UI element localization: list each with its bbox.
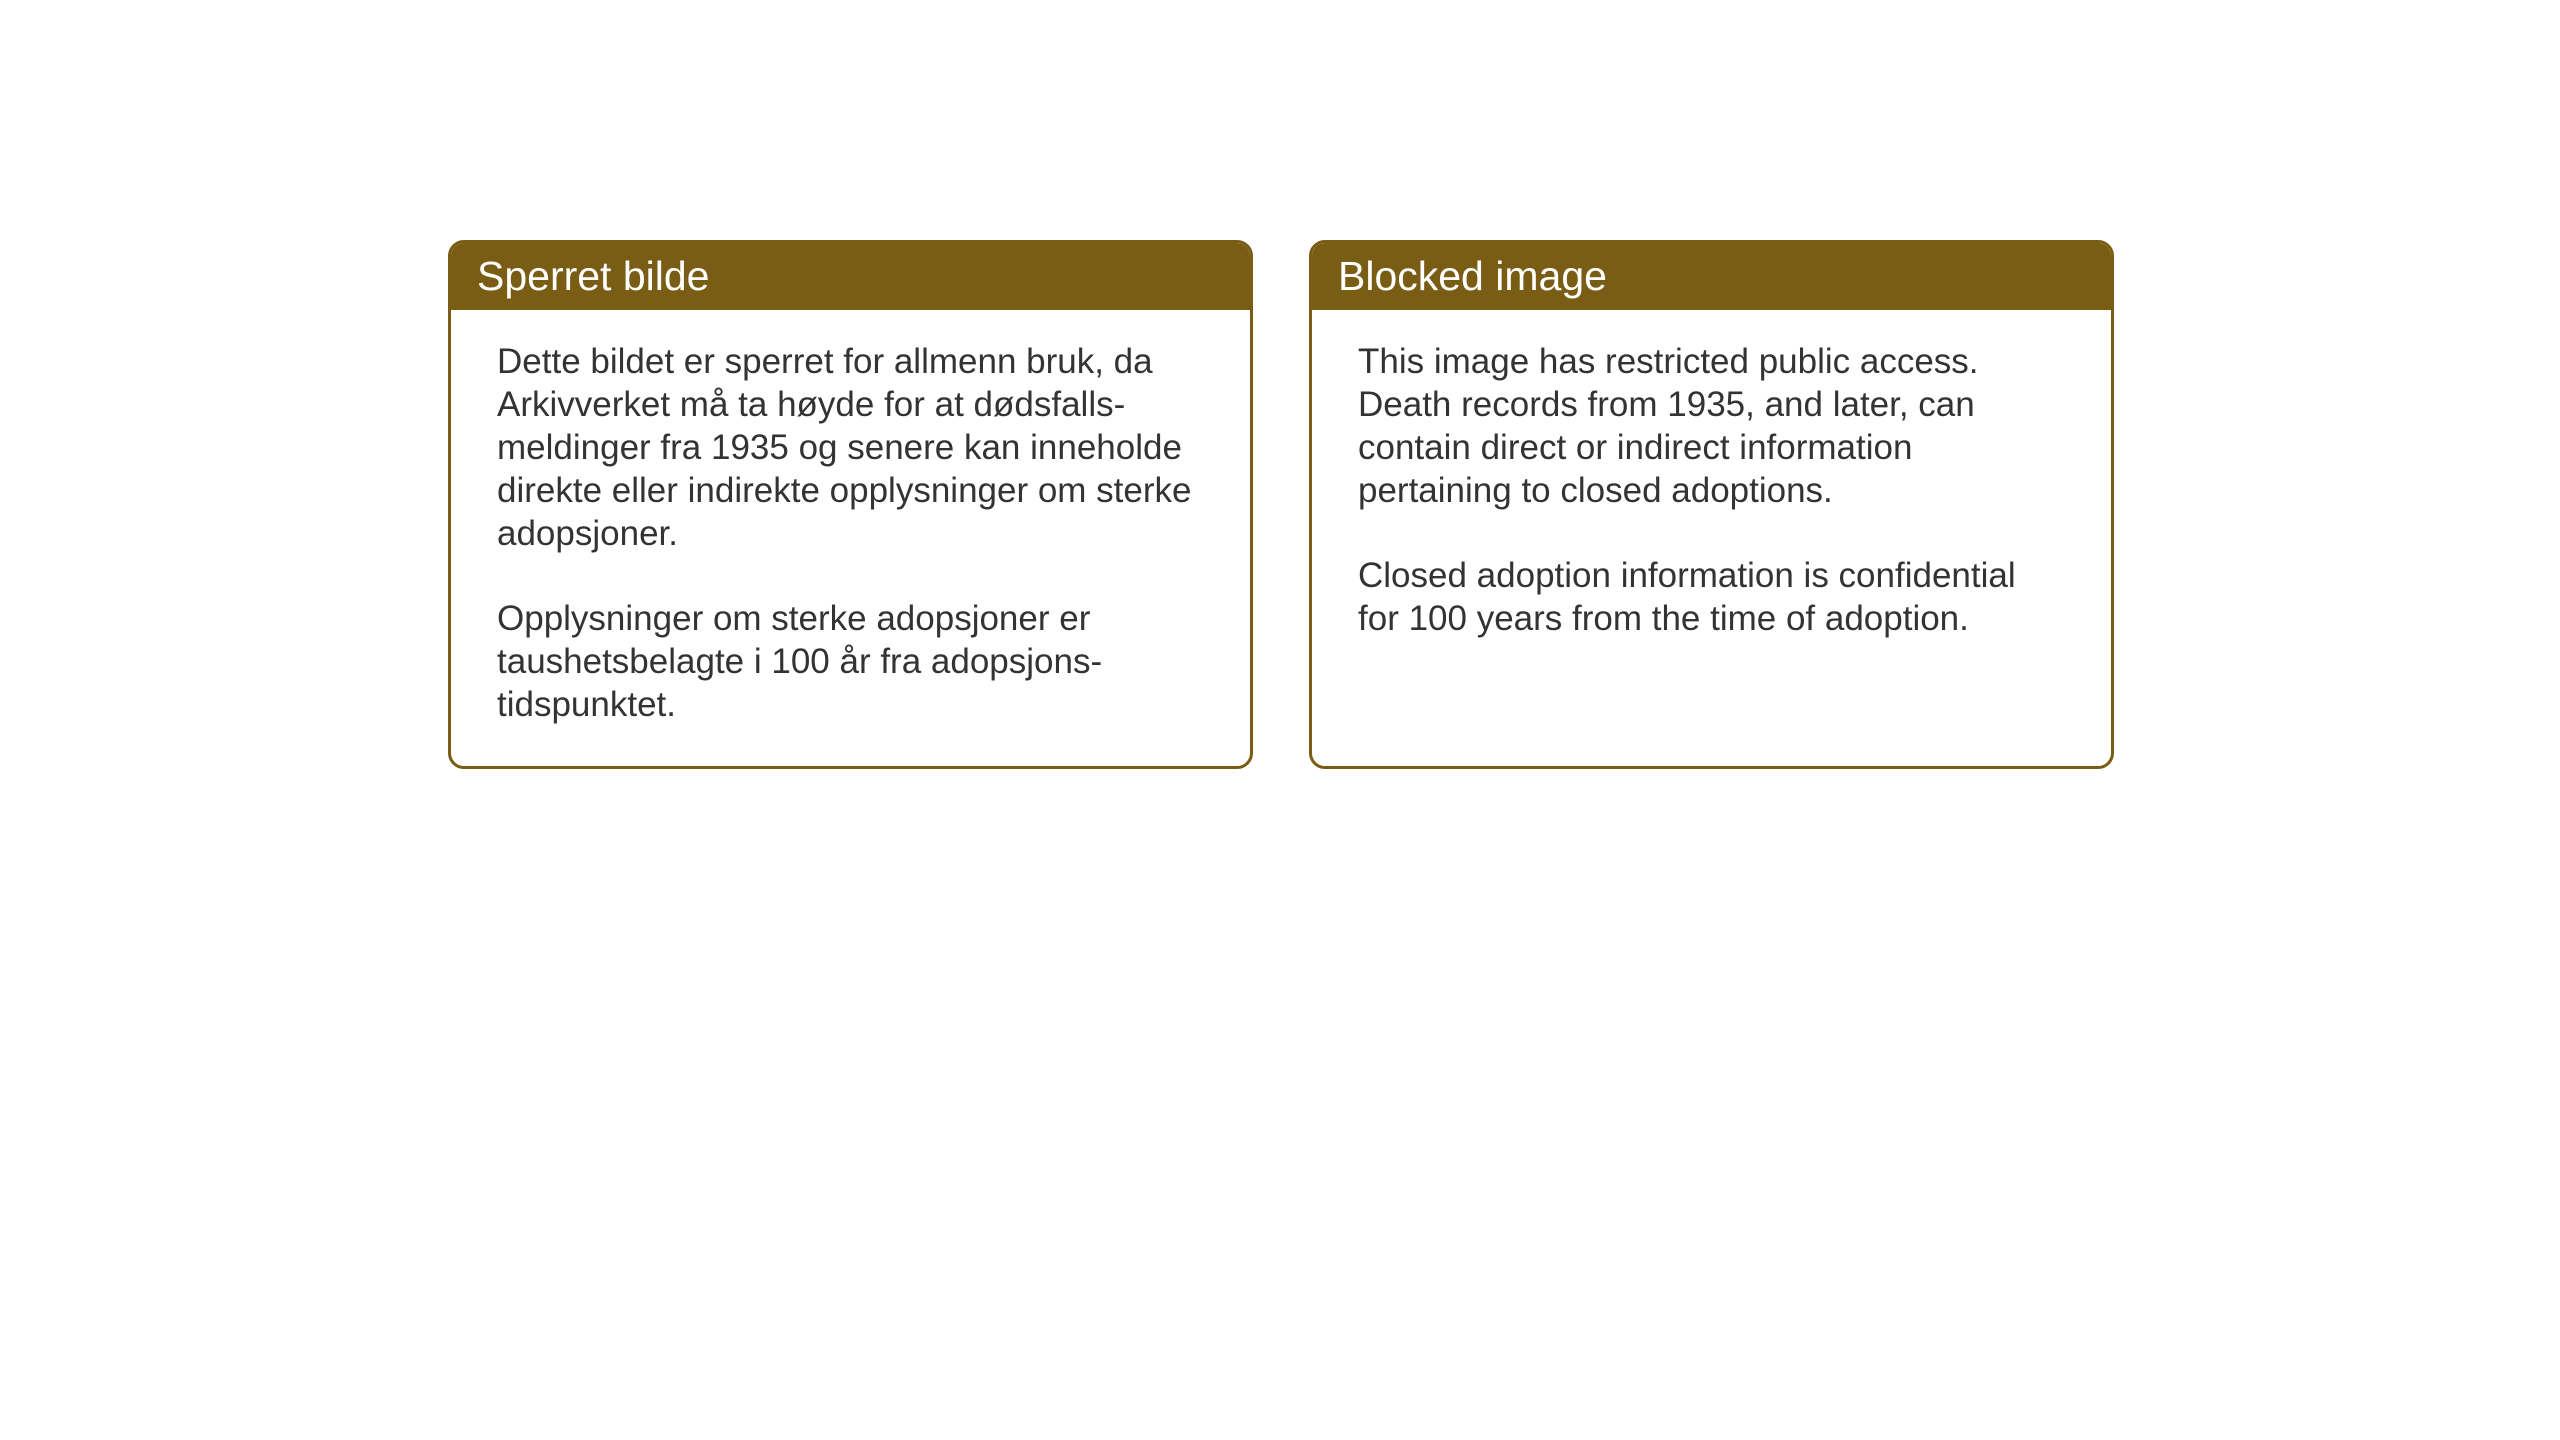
norwegian-paragraph-2: Opplysninger om sterke adopsjoner er tau…: [497, 597, 1204, 726]
blocked-image-card-english: Blocked image This image has restricted …: [1309, 240, 2114, 769]
card-header-norwegian: Sperret bilde: [451, 243, 1250, 310]
blocked-image-card-norwegian: Sperret bilde Dette bildet er sperret fo…: [448, 240, 1253, 769]
card-body-english: This image has restricted public access.…: [1312, 310, 2111, 740]
norwegian-paragraph-1: Dette bildet er sperret for allmenn bruk…: [497, 340, 1204, 555]
card-body-norwegian: Dette bildet er sperret for allmenn bruk…: [451, 310, 1250, 766]
english-paragraph-1: This image has restricted public access.…: [1358, 340, 2065, 512]
english-paragraph-2: Closed adoption information is confident…: [1358, 554, 2065, 640]
card-header-english: Blocked image: [1312, 243, 2111, 310]
notice-cards-container: Sperret bilde Dette bildet er sperret fo…: [448, 240, 2114, 769]
